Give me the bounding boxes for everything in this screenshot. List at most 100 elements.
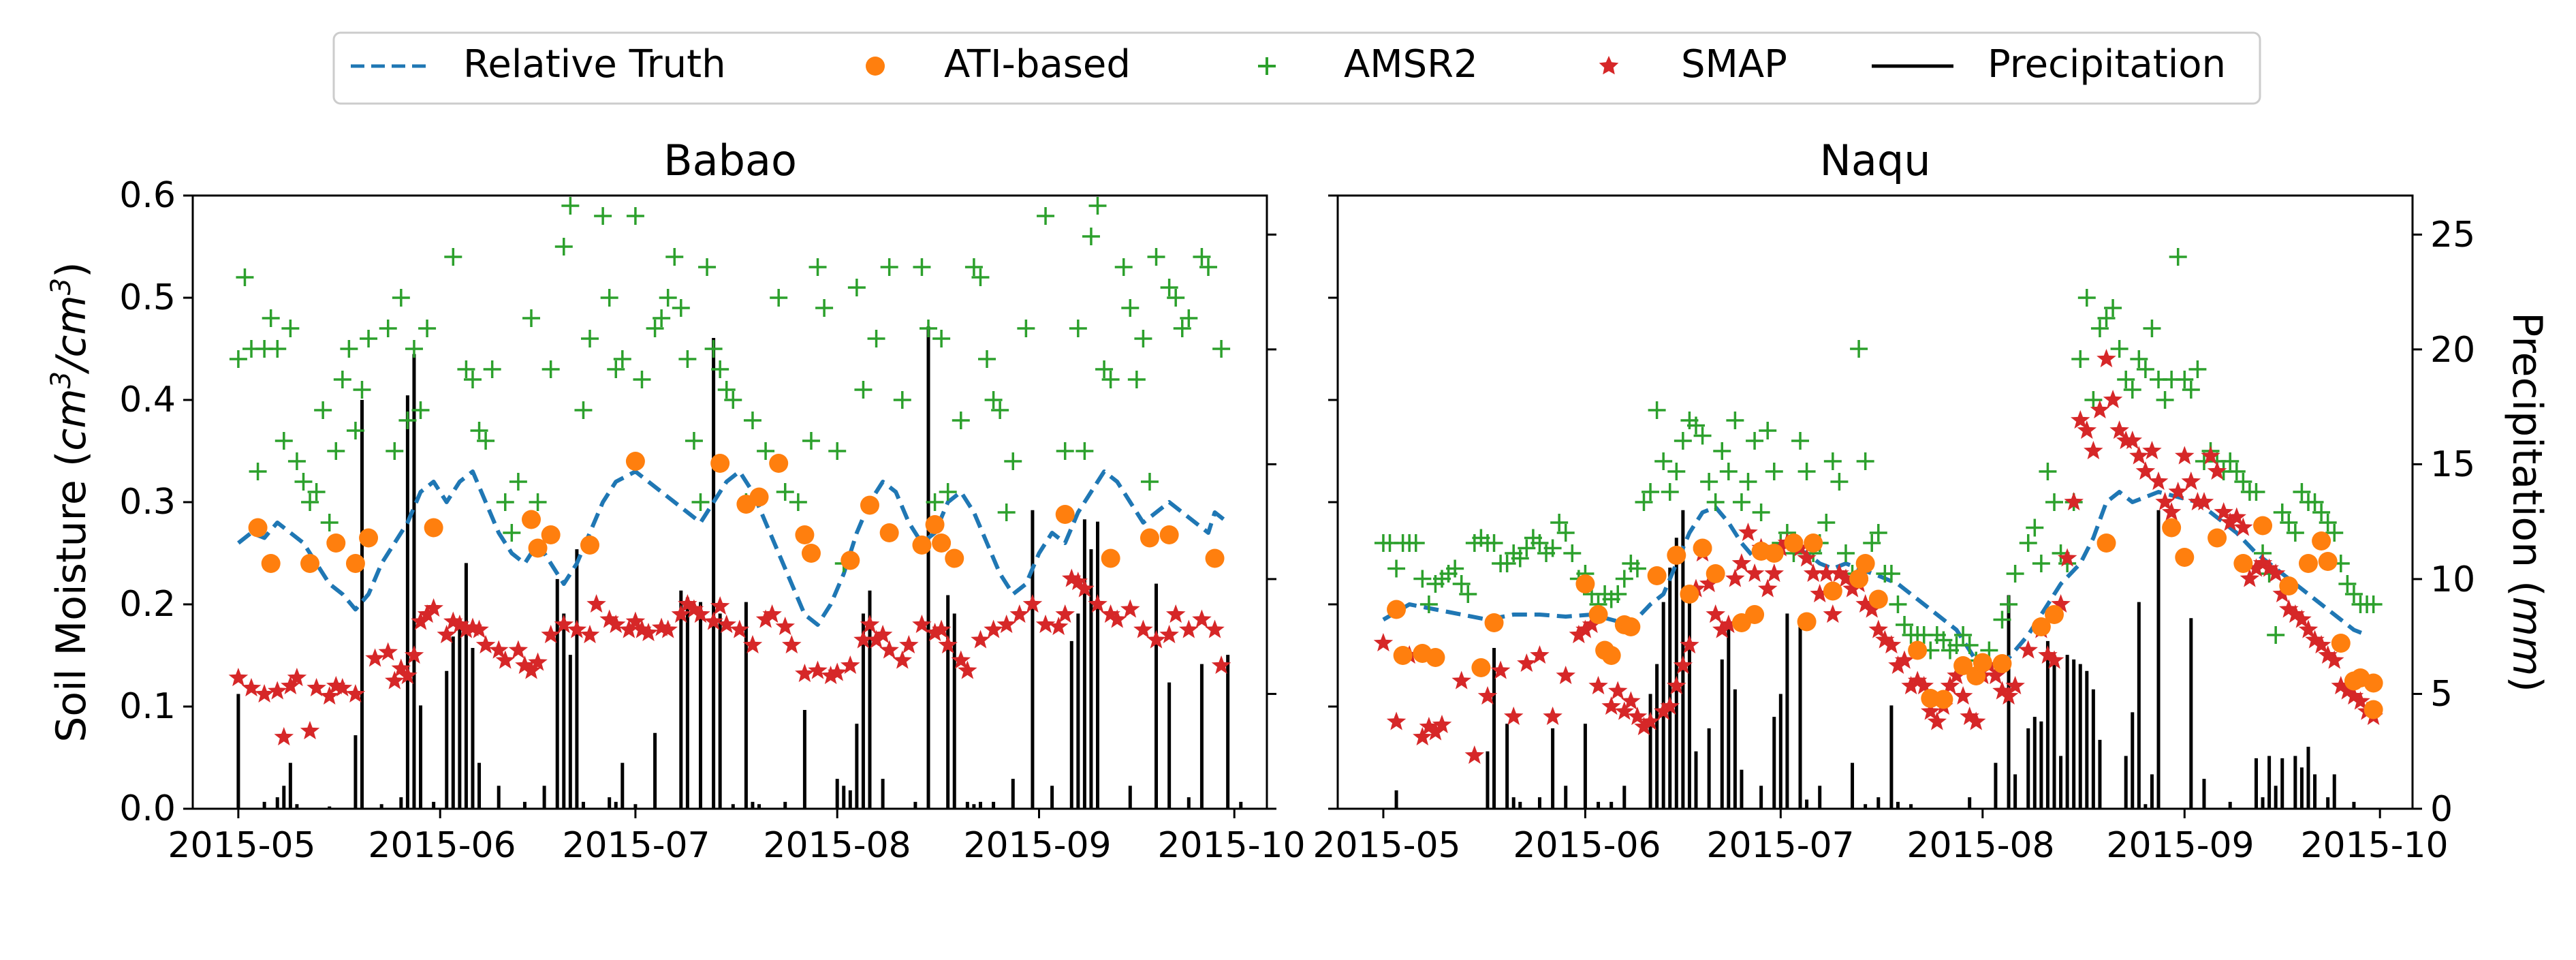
amsr2-point (418, 320, 437, 337)
smap-point (971, 630, 990, 649)
smap-point (2142, 441, 2162, 460)
amsr2-point (646, 320, 664, 337)
smap-point (2318, 645, 2338, 664)
amsr2-point (633, 371, 651, 388)
amsr2-point (2280, 514, 2298, 531)
smap-point (1868, 619, 1888, 638)
smap-point (1192, 609, 1212, 628)
smap-point (2084, 441, 2103, 460)
legend-label-ati-based: ATI-based (944, 42, 1131, 87)
amsr2-point (503, 524, 521, 542)
smap-point (391, 658, 411, 677)
legend-label-relative-truth: Relative Truth (463, 42, 726, 87)
ati-based-point (1745, 605, 1765, 624)
amsr2-point (1160, 279, 1178, 296)
smap-point (2240, 568, 2260, 587)
amsr2-point (1836, 544, 1855, 562)
smap-point (1464, 745, 1485, 764)
amsr2-point (698, 258, 717, 276)
ati-based-point (1693, 538, 1712, 558)
amsr2-point (2090, 320, 2109, 337)
amsr2-point (1082, 228, 1100, 245)
amsr2-point (815, 299, 834, 317)
amsr2-point (1687, 416, 1705, 435)
axis-ticks (1328, 194, 2422, 818)
smap-point (1068, 572, 1088, 591)
amsr2-point (1746, 432, 1764, 450)
smap-point (912, 615, 932, 634)
amsr2-point (1147, 248, 1165, 266)
smap-point (528, 652, 548, 671)
amsr2-point (1954, 626, 1973, 644)
legend-plus-icon (1258, 57, 1276, 75)
smap-point (1055, 604, 1075, 623)
amsr2-point (405, 340, 423, 358)
amsr2-point (1693, 427, 1712, 445)
amsr2-point (1797, 463, 1816, 480)
ati-based-point (2298, 554, 2318, 573)
smap-point (2259, 558, 2279, 577)
y-tick-label: 0.5 (119, 277, 176, 318)
amsr2-point (1543, 539, 1562, 557)
ati-based-point (1849, 569, 1869, 589)
amsr2-point (1134, 330, 1152, 347)
smap-point (1504, 707, 1524, 726)
amsr2-point (1563, 544, 1582, 562)
amsr2-point (2117, 371, 2135, 388)
smap-point (567, 619, 587, 638)
smap-point (1634, 717, 1654, 736)
smap-point (2279, 599, 2299, 618)
ati-based-point (1621, 617, 1641, 636)
amsr2-point (346, 422, 364, 439)
smap-point (2214, 502, 2233, 521)
smap-point (1530, 645, 1550, 664)
plot-area-babao (183, 194, 1276, 818)
amsr2-point (574, 401, 593, 419)
smap-point (2129, 446, 2149, 465)
ati-based-point (1934, 690, 1953, 709)
amsr2-point (561, 197, 580, 215)
ati-based-point (300, 554, 320, 573)
amsr2-point (607, 360, 625, 378)
amsr2-point (757, 442, 775, 460)
y2-tick-label: 5 (2430, 674, 2453, 715)
smap-point (632, 619, 652, 638)
smap-point (1725, 568, 1745, 587)
smap-point (2038, 645, 2058, 664)
series-ati-based (1387, 516, 2383, 719)
legend-item-smap: SMAP (1599, 42, 1787, 87)
amsr2-point (353, 381, 371, 399)
smap-point (1817, 563, 1836, 583)
ati-based-point (541, 525, 561, 544)
smap-point (1998, 686, 2019, 705)
series-amsr2 (229, 197, 1231, 572)
amsr2-point (1863, 534, 1881, 552)
smap-point (892, 650, 912, 669)
ati-based-point (945, 548, 964, 568)
smap-point (2018, 640, 2038, 659)
amsr2-point (854, 381, 873, 399)
amsr2-point (2221, 452, 2240, 470)
smap-point (515, 655, 535, 675)
amsr2-point (2156, 391, 2174, 409)
legend-item-ati-based: ATI-based (866, 42, 1131, 87)
ati-based-point (1908, 640, 1928, 660)
amsr2-point (2325, 524, 2344, 542)
amsr2-point (1518, 539, 1536, 557)
x-tick-label: 2015-10 (2300, 825, 2448, 866)
amsr2-point (314, 401, 332, 419)
smap-point (1640, 711, 1661, 730)
ati-based-point (1706, 564, 1725, 583)
ati-based-point (1797, 612, 1817, 632)
smap-point (1888, 655, 1908, 675)
smap-point (853, 630, 873, 649)
ati-based-point (1387, 600, 1407, 619)
amsr2-point (1069, 320, 1087, 337)
smap-point (1881, 635, 1902, 654)
amsr2-point (1817, 514, 1836, 531)
smap-point (938, 635, 958, 654)
amsr2-point (2123, 381, 2141, 399)
axis-ticks (183, 194, 1276, 818)
ati-based-point (2233, 554, 2253, 573)
smap-point (2161, 502, 2182, 521)
